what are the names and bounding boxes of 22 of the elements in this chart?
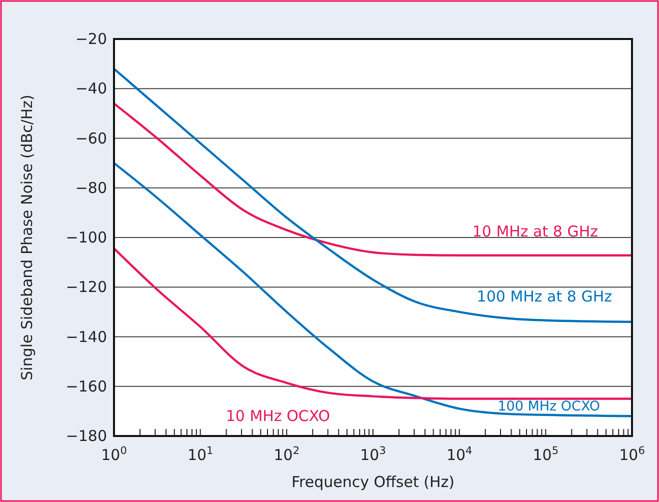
x-tick-label: 10$^{1}$ — [187, 445, 214, 464]
y-axis-title: Single Sideband Phase Noise (dBc/Hz) — [18, 94, 36, 380]
x-tick-label: 10$^{3}$ — [360, 445, 386, 464]
series-label: 10 MHz at 8 GHz — [472, 222, 598, 240]
x-tick-label: 10$^{2}$ — [274, 445, 300, 464]
series-label: 100 MHz at 8 GHz — [476, 288, 612, 306]
x-tick-label: 10$^{5}$ — [532, 445, 559, 464]
y-tick-label: −40 — [75, 80, 107, 98]
y-tick-label: −180 — [66, 427, 107, 445]
y-tick-label: −60 — [75, 129, 107, 148]
x-tick-label: 10$^{0}$ — [101, 445, 127, 464]
x-tick-label: 10$^{6}$ — [619, 445, 646, 464]
y-tick-label: −80 — [75, 178, 107, 197]
x-tick-label: 10$^{4}$ — [446, 445, 473, 464]
y-tick-label: −140 — [66, 328, 107, 346]
y-tick-label: −100 — [66, 228, 107, 246]
y-tick-label: −20 — [75, 30, 107, 48]
y-tick-label: −160 — [66, 377, 107, 396]
series-label: 100 MHz OCXO — [498, 398, 600, 415]
series-label: 10 MHz OCXO — [226, 407, 330, 426]
y-tick-label: −120 — [66, 278, 107, 296]
x-axis-title: Frequency Offset (Hz) — [292, 473, 454, 491]
